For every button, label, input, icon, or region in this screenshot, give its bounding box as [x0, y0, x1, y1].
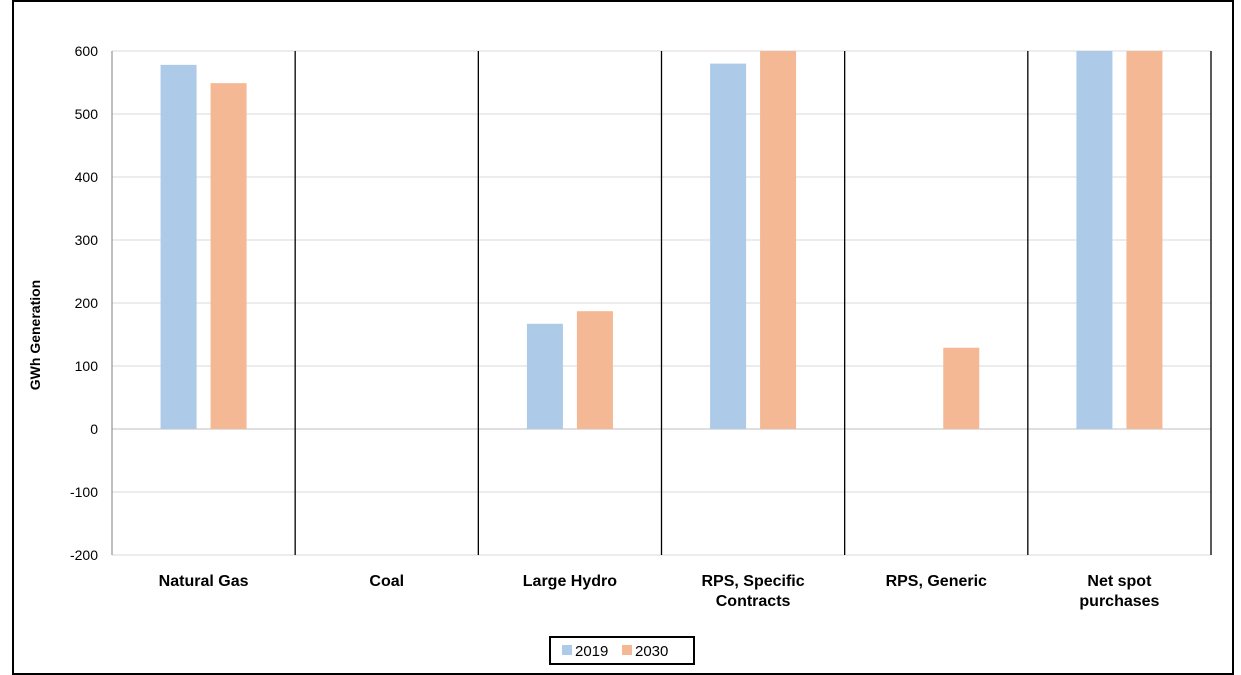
x-category-label: Large Hydro: [523, 573, 617, 590]
y-tick-label: 300: [75, 232, 99, 248]
x-category-label: RPS, Specific Contracts: [702, 573, 805, 610]
bar-2030: [210, 83, 247, 429]
y-tick-label: 600: [75, 43, 99, 59]
y-tick-label: 200: [75, 295, 99, 311]
x-category-label: Natural Gas: [159, 573, 249, 590]
bar-2030: [943, 347, 980, 429]
y-tick-label: 400: [75, 169, 99, 185]
y-tick-label: 500: [75, 106, 99, 122]
category-dividers: [294, 51, 1212, 555]
y-tick-label: -100: [70, 484, 98, 500]
bar-2019: [1076, 51, 1113, 429]
legend-swatch-2019: [562, 645, 572, 655]
bar-2019: [160, 64, 197, 430]
y-tick-label: 100: [75, 358, 99, 374]
y-axis-ticks: 600 500 400 300 200 100 0 -100 -200: [70, 43, 98, 563]
legend-label: 2030: [635, 643, 668, 660]
x-category-label: Net spot purchases: [1079, 573, 1159, 610]
x-category-label: RPS, Generic: [886, 573, 987, 590]
y-tick-label: 0: [90, 421, 98, 437]
bar-2030: [1126, 51, 1163, 429]
bar-2030: [760, 51, 797, 429]
y-axis-label: GWh Generation: [27, 280, 43, 390]
legend-swatch-2030: [622, 645, 632, 655]
legend-label: 2019: [575, 643, 608, 660]
bar-2019: [710, 63, 747, 429]
bars: [160, 51, 1163, 430]
x-axis-categories: Natural Gas Coal Large Hydro RPS, Specific C…: [159, 573, 1160, 610]
x-category-label: Coal: [369, 573, 404, 590]
bar-2019: [526, 323, 563, 429]
bar-2030: [576, 311, 613, 429]
legend: 2019 2030: [549, 636, 695, 665]
y-tick-label: -200: [70, 547, 98, 563]
